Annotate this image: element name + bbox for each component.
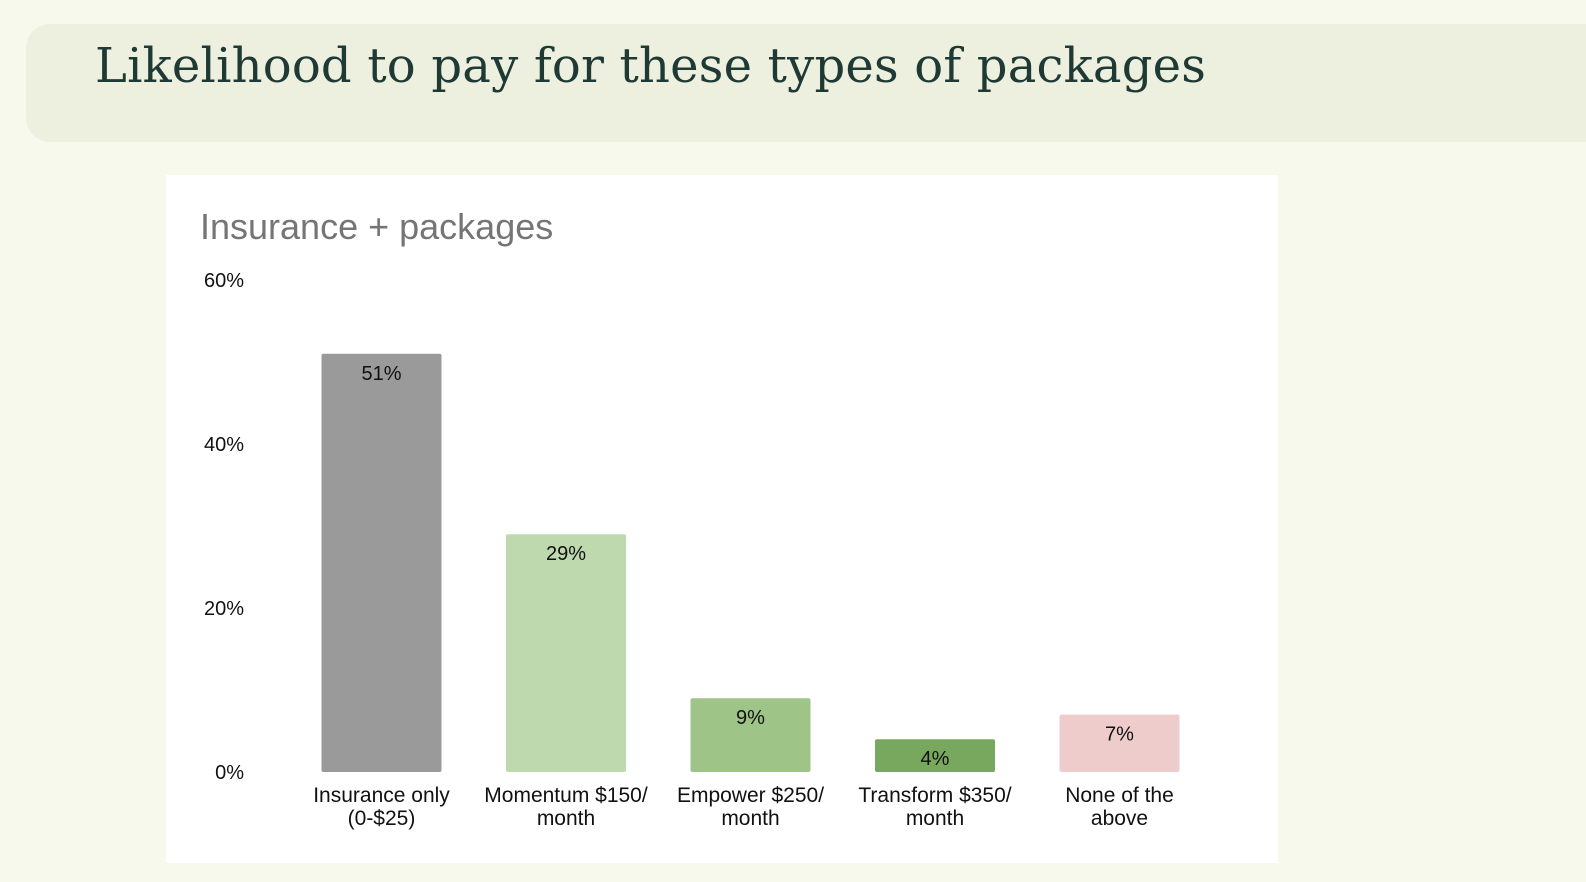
data-label: 4% xyxy=(921,748,950,770)
bar xyxy=(1059,714,1180,772)
category-label: None of the xyxy=(1065,784,1174,807)
y-tick-label: 60% xyxy=(204,270,244,292)
category-label: (0-$25) xyxy=(348,807,416,830)
bars xyxy=(321,353,1180,772)
y-axis-ticks: 0% 20% 40% 60% xyxy=(204,270,244,784)
bar xyxy=(875,739,995,772)
y-tick-label: 20% xyxy=(204,598,244,620)
data-label: 51% xyxy=(361,363,401,385)
data-label: 9% xyxy=(736,707,765,729)
bar xyxy=(506,534,626,772)
category-label: Empower $250/ xyxy=(677,784,824,807)
chart-title: Insurance + packages xyxy=(200,206,553,247)
category-label: month xyxy=(537,807,595,830)
y-tick-label: 0% xyxy=(215,762,244,784)
category-label: above xyxy=(1091,807,1148,830)
data-label: 29% xyxy=(546,543,586,565)
y-tick-label: 40% xyxy=(204,434,244,456)
category-label: month xyxy=(721,807,779,830)
data-labels: 51% 29% 9% 4% 7% xyxy=(361,363,1134,770)
category-label: month xyxy=(906,807,964,830)
category-labels: Insurance only(0-$25) Momentum $150/month… xyxy=(313,784,1174,830)
data-label: 7% xyxy=(1105,724,1134,746)
bar xyxy=(321,353,442,772)
page-title: Likelihood to pay for these types of pac… xyxy=(95,38,1207,94)
bar xyxy=(690,698,811,772)
category-label: Momentum $150/ xyxy=(484,784,648,807)
header-band xyxy=(26,24,1586,142)
category-label: Transform $350/ xyxy=(858,784,1011,807)
category-label: Insurance only xyxy=(313,784,450,807)
